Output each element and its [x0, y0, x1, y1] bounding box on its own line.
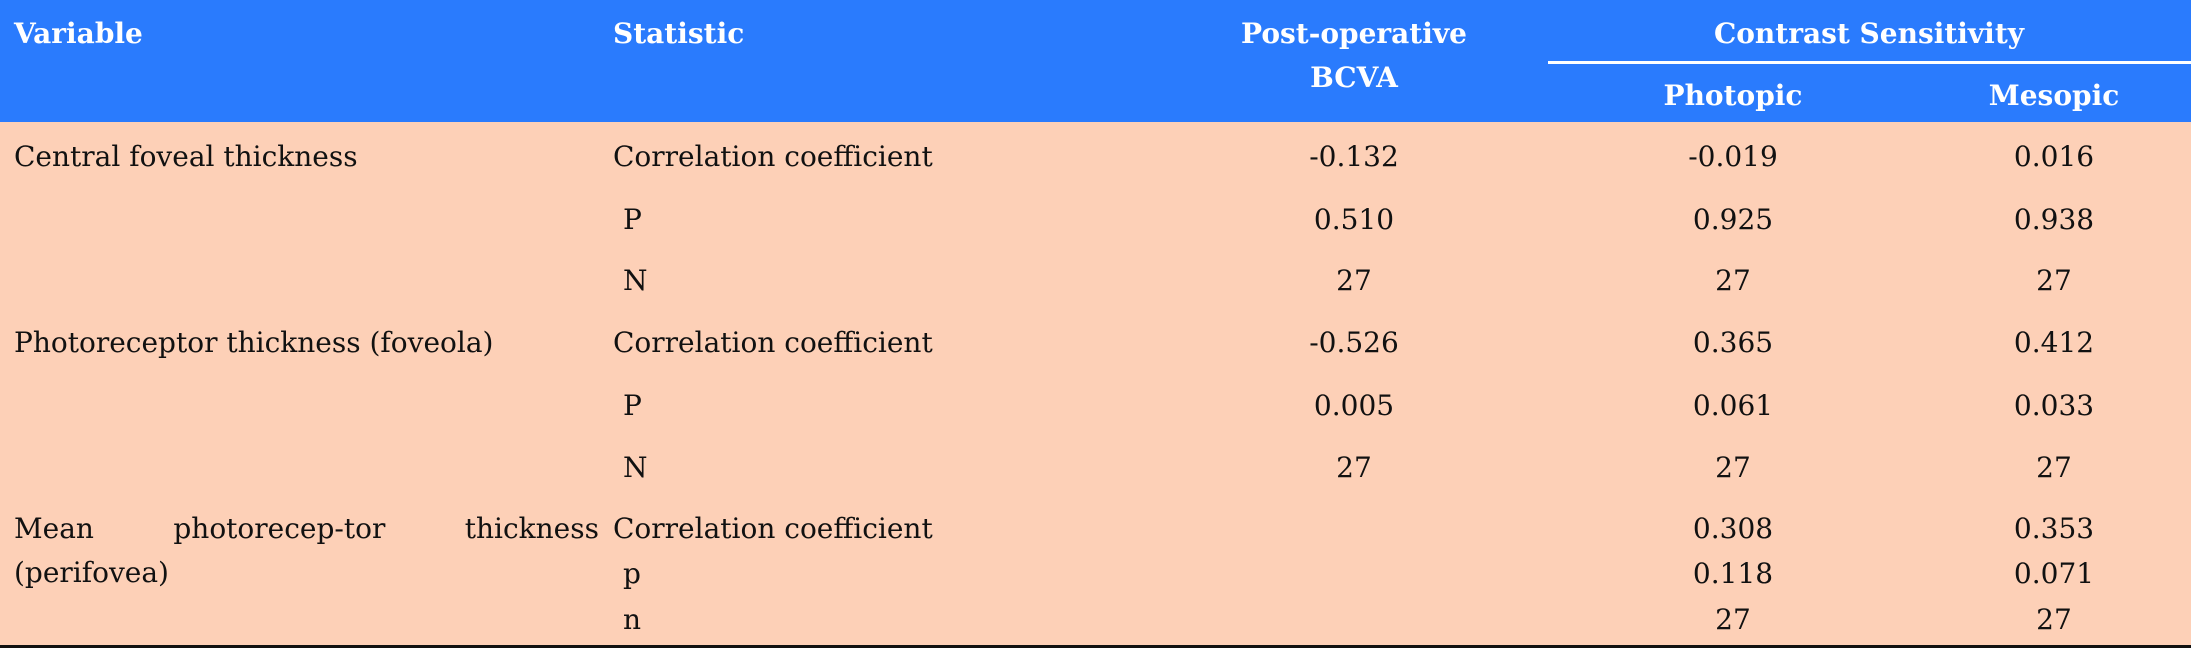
- statistic: Correlation coefficient: [613, 512, 933, 545]
- statistic: n: [623, 603, 642, 636]
- variable: Mean photorecep-tor thickness (perifovea…: [14, 512, 599, 589]
- value-photopic: 0.308: [1692, 512, 1774, 545]
- value-photopic: 27: [1715, 264, 1751, 297]
- value-bcva: 27: [1336, 264, 1372, 297]
- value-mesopic: 0.412: [2013, 326, 2095, 359]
- value-photopic: 27: [1715, 451, 1751, 484]
- statistic: p: [623, 557, 641, 590]
- value-mesopic: 27: [2036, 264, 2072, 297]
- header-photopic: Photopic: [1663, 79, 1803, 112]
- value-mesopic: 0.071: [2013, 557, 2095, 590]
- group-rule: [1548, 61, 2191, 64]
- header-statistic: Statistic: [613, 17, 745, 50]
- variable: Photoreceptor thickness (foveola): [14, 326, 494, 359]
- value-photopic: 27: [1715, 603, 1751, 636]
- value-photopic: 0.061: [1692, 389, 1774, 422]
- value-photopic: -0.019: [1688, 140, 1778, 173]
- value-bcva: 27: [1336, 451, 1372, 484]
- value-bcva: 0.005: [1313, 389, 1395, 422]
- header-mesopic: Mesopic: [1988, 79, 2120, 112]
- statistic: N: [623, 451, 648, 484]
- statistic: N: [623, 264, 648, 297]
- variable: Central foveal thickness: [14, 140, 358, 173]
- statistic: Correlation coefficient: [613, 140, 933, 173]
- header-variable: Variable: [14, 17, 143, 50]
- value-mesopic: 27: [2036, 451, 2072, 484]
- value-photopic: 0.118: [1692, 557, 1774, 590]
- value-mesopic: 0.016: [2013, 140, 2095, 173]
- value-photopic: 0.925: [1692, 203, 1774, 236]
- value-bcva: -0.526: [1309, 326, 1399, 359]
- value-mesopic: 27: [2036, 603, 2072, 636]
- value-mesopic: 0.938: [2013, 203, 2095, 236]
- statistic: Correlation coefficient: [613, 326, 933, 359]
- body-background: [0, 122, 2191, 646]
- statistic: P: [623, 389, 642, 422]
- header-group: Contrast Sensitivity: [1713, 17, 2025, 50]
- value-mesopic: 0.033: [2013, 389, 2095, 422]
- value-bcva: 0.510: [1313, 203, 1395, 236]
- statistic: P: [623, 203, 642, 236]
- value-mesopic: 0.353: [2013, 512, 2095, 545]
- bottom-rule: [0, 645, 2191, 648]
- header-bcva: Post-operative BCVA: [1241, 17, 1467, 94]
- value-photopic: 0.365: [1692, 326, 1774, 359]
- value-bcva: -0.132: [1309, 140, 1399, 173]
